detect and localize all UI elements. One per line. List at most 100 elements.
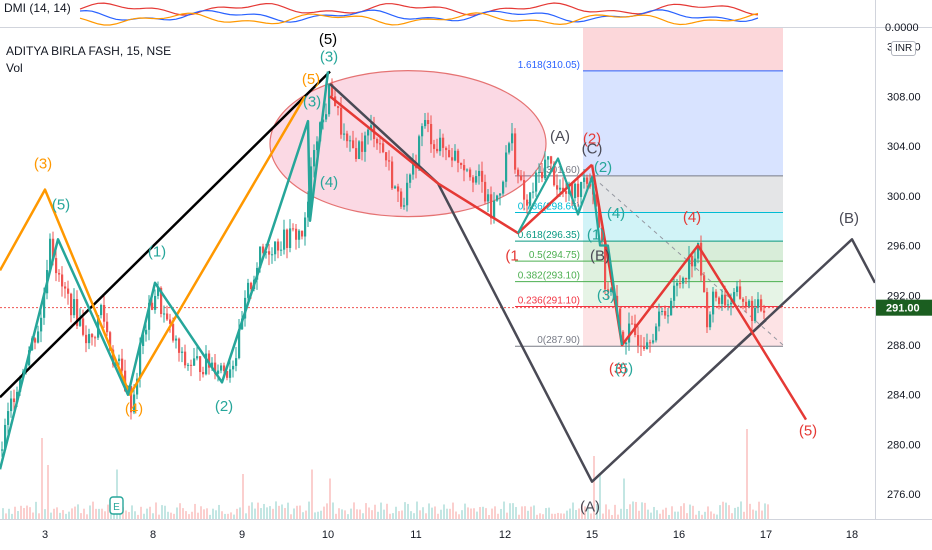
volume-bar	[668, 514, 670, 519]
volume-bar	[503, 501, 505, 519]
candle-body	[721, 294, 724, 304]
volume-bar	[263, 503, 265, 519]
volume-bar	[227, 513, 229, 519]
candle-body	[388, 160, 391, 162]
candle-body	[109, 332, 112, 350]
candle-body	[493, 200, 496, 219]
candle-body	[148, 302, 151, 330]
volume-bar	[173, 513, 175, 519]
volume-bar	[281, 504, 283, 519]
candle-body	[409, 174, 412, 183]
candle-body	[178, 338, 181, 353]
volume-bar	[371, 510, 373, 519]
volume-bar	[146, 508, 148, 519]
candle-body	[49, 238, 52, 271]
candle-body	[487, 194, 490, 202]
time-tick-label: 8	[150, 529, 156, 541]
candle-body	[304, 217, 307, 237]
last-price-tag-bg	[876, 299, 932, 316]
volume-bar	[446, 508, 448, 519]
candle-body	[715, 291, 718, 298]
volume-bar	[662, 509, 664, 519]
fib-zone	[583, 212, 783, 242]
candle-body	[355, 148, 358, 159]
volume-bar	[38, 513, 40, 519]
volume-bar	[137, 514, 139, 519]
volume-bar	[653, 506, 655, 519]
volume-bar	[740, 501, 742, 519]
volume-bar	[584, 506, 586, 519]
wave-red-line-b	[590, 164, 808, 421]
volume-bar	[704, 511, 706, 519]
volume-bar	[467, 507, 469, 519]
candle-body	[637, 335, 640, 346]
candle-body	[172, 323, 175, 341]
volume-bar	[368, 507, 370, 519]
volume-bar	[92, 501, 94, 519]
volume-bar	[164, 505, 166, 519]
volume-bar	[506, 512, 508, 519]
candle-body	[208, 353, 211, 368]
candle-body	[472, 177, 475, 183]
volume-bar	[74, 506, 76, 519]
candle-body	[73, 299, 76, 316]
volume-bar	[752, 509, 754, 519]
currency-badge[interactable]: INR	[891, 41, 917, 56]
candle-body	[736, 286, 739, 293]
candle-body	[739, 286, 742, 299]
volume-bar	[260, 508, 262, 519]
candle-body	[730, 302, 733, 305]
time-tick-label: 10	[322, 529, 334, 541]
volume-bar	[395, 506, 397, 519]
candle-body	[412, 164, 415, 175]
candle-body	[418, 136, 421, 169]
candle-body	[364, 135, 367, 152]
volume-bar	[188, 514, 190, 519]
volume-bar	[230, 512, 232, 519]
candle-body	[433, 144, 436, 149]
volume-bar	[329, 478, 331, 519]
volume-bar	[692, 505, 694, 519]
candle-body	[1, 449, 4, 451]
volume-bar	[707, 506, 709, 519]
candle-body	[229, 369, 232, 378]
volume-bar	[602, 513, 604, 519]
candle-body	[625, 342, 628, 345]
volume-bar	[719, 505, 721, 519]
wave-label: (C)	[582, 141, 603, 158]
volume-bar	[353, 502, 355, 519]
volume-bar	[764, 503, 766, 519]
wave-label: (A)	[580, 499, 600, 516]
candle-body	[250, 282, 253, 290]
fib-level-label: 0.236(291.10)	[518, 295, 580, 306]
volume-bar	[83, 508, 85, 519]
volume-bar	[179, 503, 181, 519]
volume-bar	[533, 505, 535, 519]
wave-label: (5)	[615, 361, 633, 378]
volume-bar	[683, 503, 685, 519]
candle-body	[61, 274, 64, 287]
symbol-title[interactable]: ADITYA BIRLA FASH, 15, NSE	[6, 44, 172, 58]
wave-label: (3)	[609, 361, 627, 378]
candle-body	[7, 411, 10, 425]
wave-label: (1)	[587, 226, 605, 243]
candle-body	[439, 137, 442, 152]
wave-label: (1)	[148, 244, 166, 261]
candle-body	[391, 161, 394, 189]
volume-bar	[608, 509, 610, 519]
volume-bar	[521, 506, 523, 519]
volume-bar	[266, 507, 268, 519]
volume-bar	[386, 503, 388, 519]
candle-body	[64, 286, 67, 289]
candle-body	[136, 378, 139, 395]
volume-bar	[695, 514, 697, 519]
candle-body	[223, 365, 226, 372]
volume-bar	[200, 506, 202, 519]
wave-label: (1	[505, 247, 518, 264]
candle-body	[670, 300, 673, 316]
candle-body	[460, 162, 463, 166]
wave-label: (4)	[320, 174, 338, 191]
candle-body	[139, 345, 142, 379]
candle-body	[400, 191, 403, 207]
